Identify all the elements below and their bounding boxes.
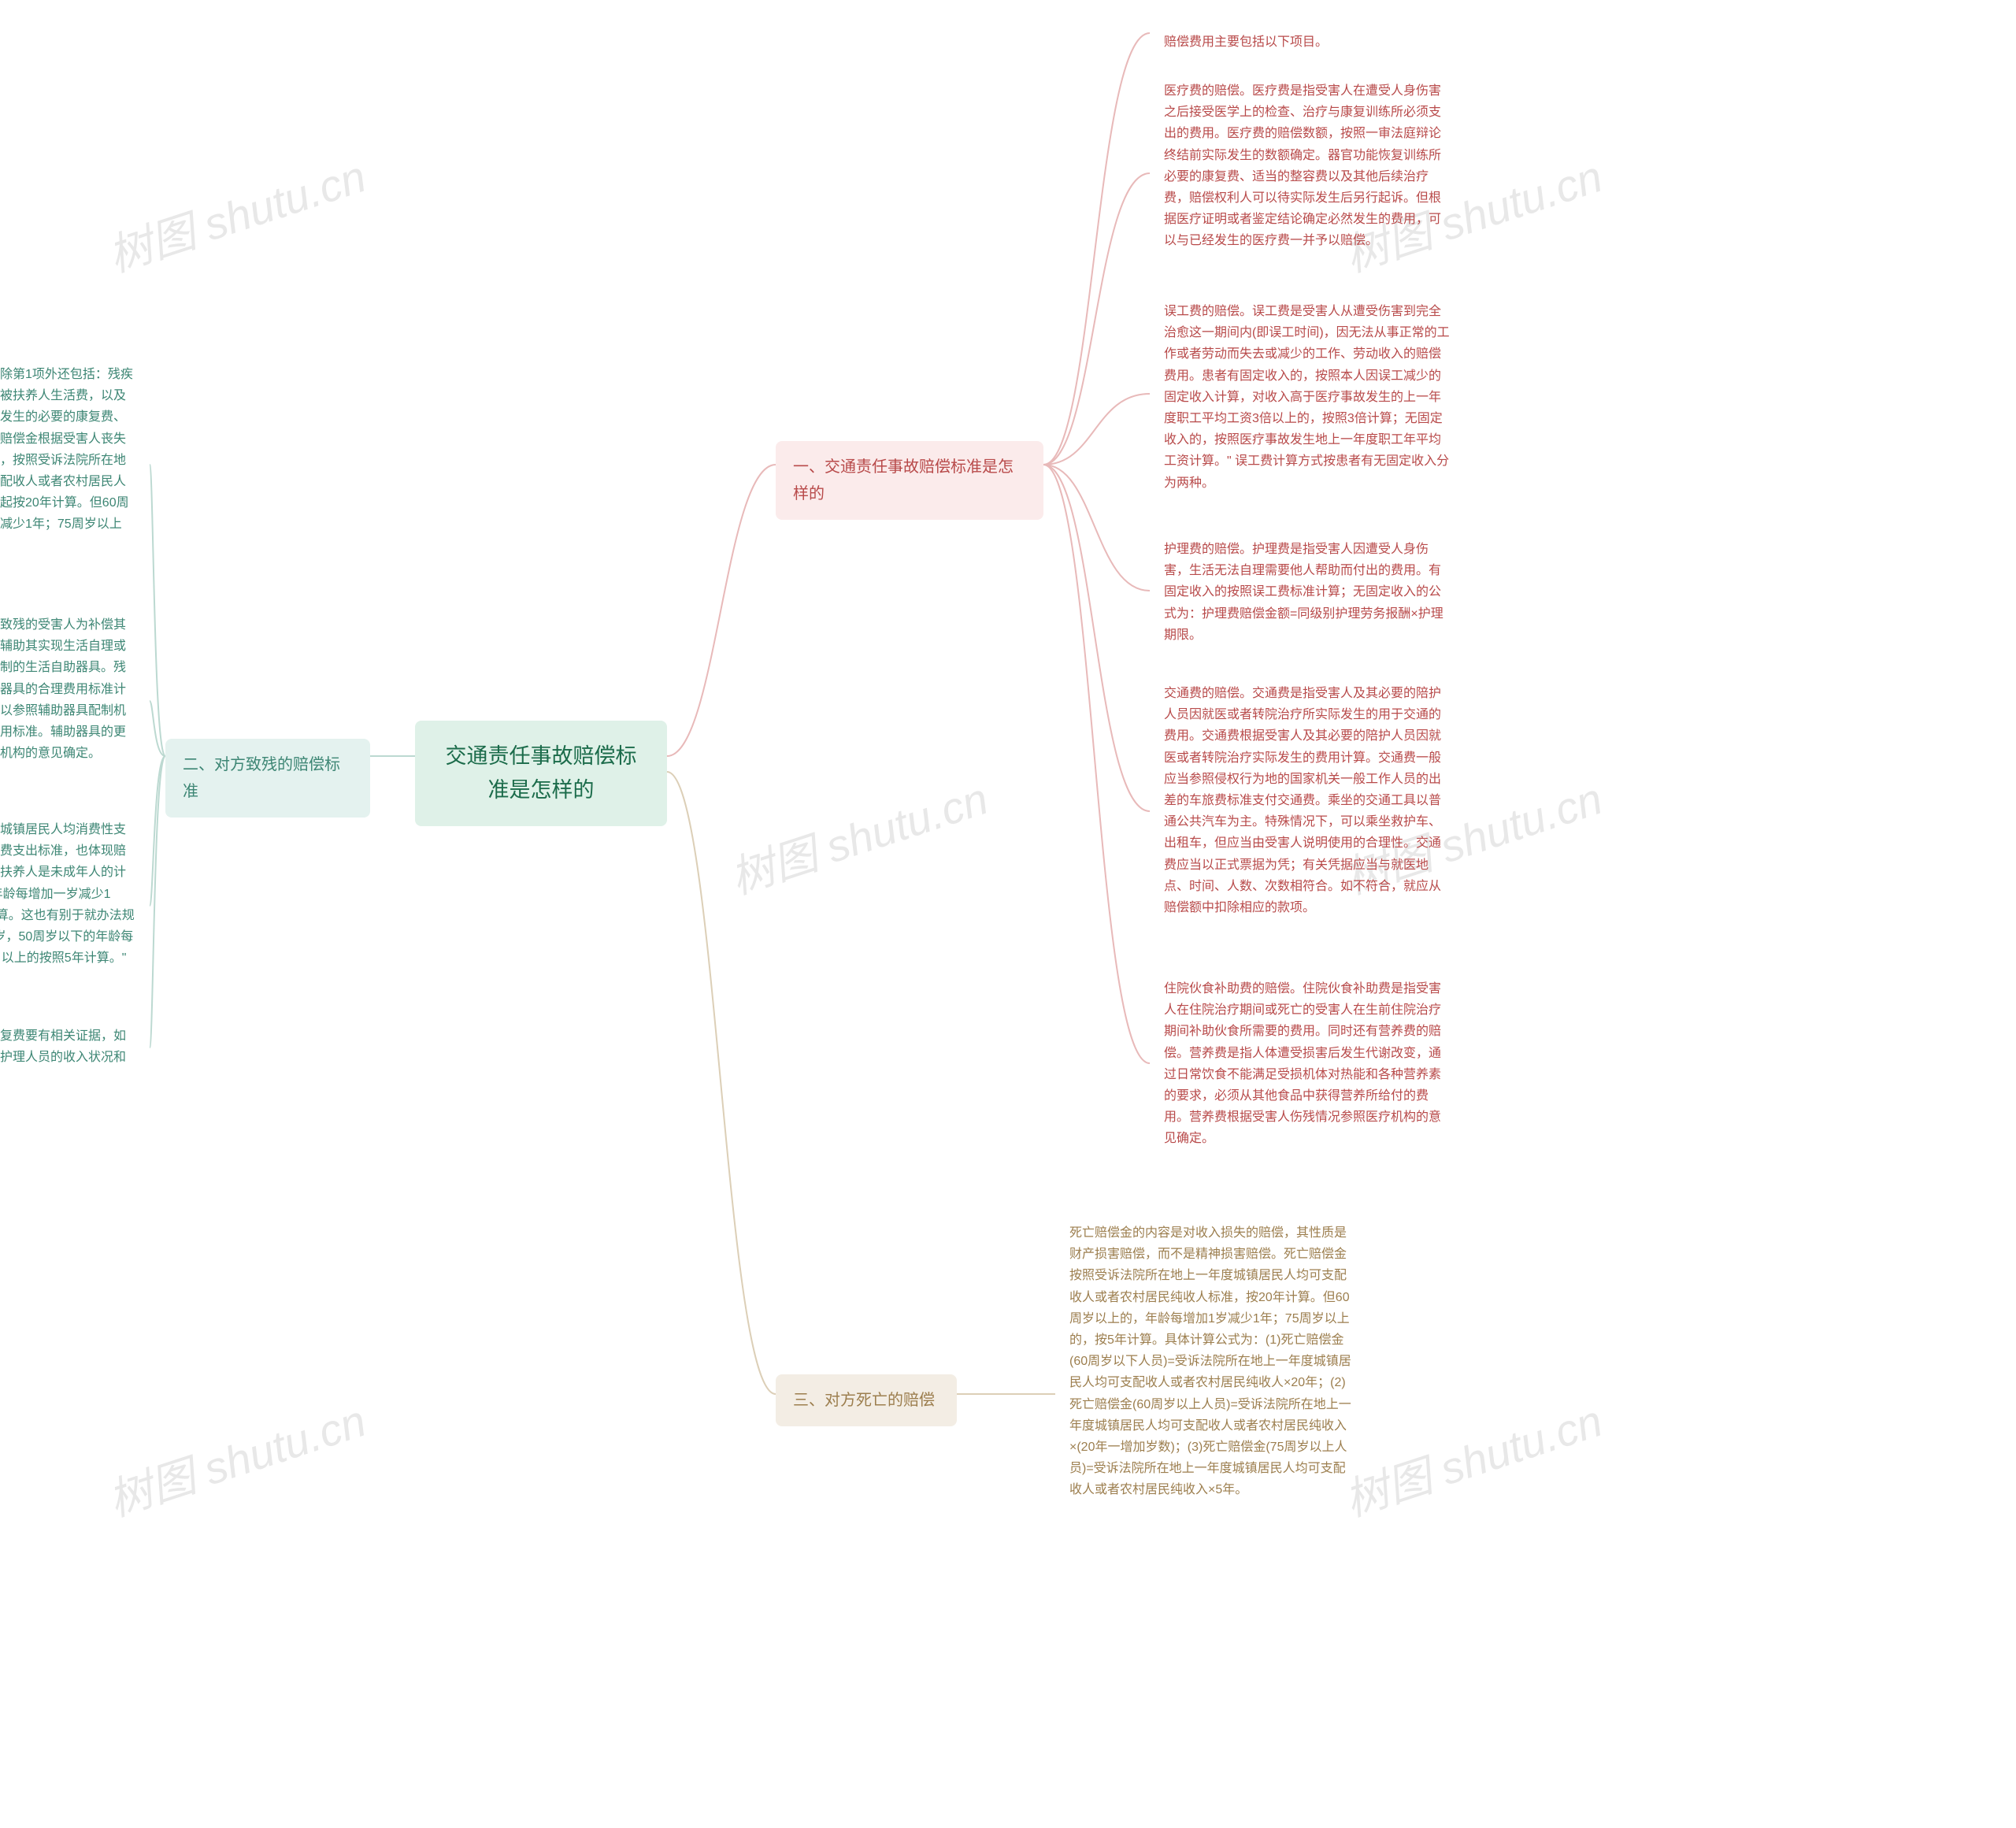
branch-1-leaf: 住院伙食补助费的赔偿。住院伙食补助费是指受害人在住院治疗期间或死亡的受害人在生前… [1150, 969, 1465, 1159]
branch-2-leaf: 赔偿残疾辅助器具，是因伤致残的受害人为补偿其遭受创伤的身体器官功能、辅助其实现生… [0, 605, 150, 773]
branch-2-leaf: 康复费、护理费等费用。康复费要有相关证据，如医疗费用票据。护理费根据护理人员的收… [0, 1016, 150, 1099]
branch-1-leaf: 交通费的赔偿。交通费是指受害人及其必要的陪护人员因就医或者转院治疗所实际发生的用… [1150, 673, 1465, 928]
branch-2: 二、对方致残的赔偿标准 [165, 739, 370, 818]
connector-lines [0, 0, 2016, 1828]
branch-1-leaf: 误工费的赔偿。误工费是受害人从遭受伤害到完全治愈这一期间内(即误工时间)，因无法… [1150, 291, 1465, 503]
branch-2-leaf: 被扶养人生活费的赔偿。以城镇居民人均消费性支出和农村居民人均年生活消费支出标准，… [0, 810, 150, 978]
branch-1: 一、交通责任事故赔偿标准是怎样的 [776, 441, 1043, 520]
branch-1-leaf: 赔偿费用主要包括以下项目。 [1150, 22, 1465, 62]
branch-1-leaf: 医疗费的赔偿。医疗费是指受害人在遭受人身伤害之后接受医学上的检查、治疗与康复训练… [1150, 71, 1465, 261]
watermark: 树图 shutu.cn [99, 1386, 373, 1530]
watermark: 树图 shutu.cn [721, 764, 995, 907]
branch-1-leaf: 护理费的赔偿。护理费是指受害人因遭受人身伤害，生活无法自理需要他人帮助而付出的费… [1150, 529, 1465, 655]
branch-3: 三、对方死亡的赔偿 [776, 1374, 957, 1426]
watermark: 树图 shutu.cn [1336, 1386, 1610, 1530]
center-node: 交通责任事故赔偿标准是怎样的 [415, 721, 667, 826]
branch-2-leaf: 受害人因伤致残的赔偿项目除第1项外还包括：残疾赔偿金、残疾辅助器具费、被扶养人生… [0, 354, 150, 566]
watermark: 树图 shutu.cn [99, 142, 373, 285]
branch-3-leaf: 死亡赔偿金的内容是对收入损失的赔偿，其性质是财产损害赔偿，而不是精神损害赔偿。死… [1055, 1213, 1370, 1510]
